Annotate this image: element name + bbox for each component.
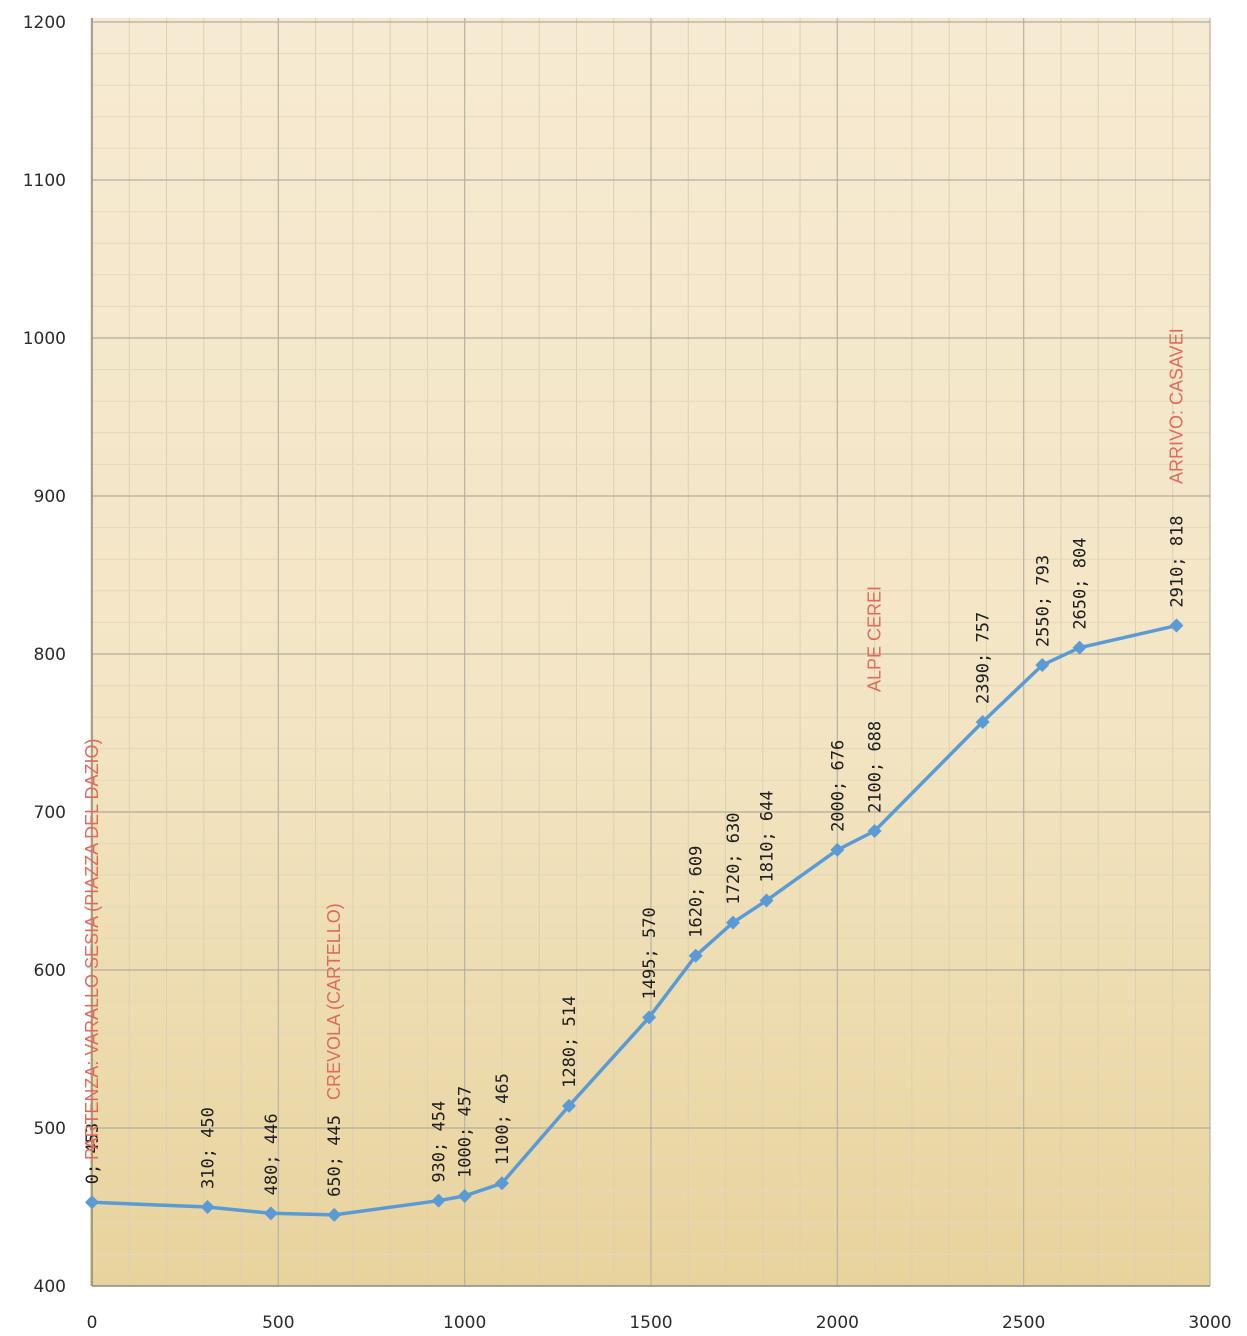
place-annotation: ALPE CEREI (865, 586, 885, 692)
data-label: 2390; 757 (974, 612, 994, 704)
place-annotation: ARRIVO: CASAVEI (1166, 328, 1186, 484)
x-tick-label: 2000 (816, 1313, 859, 1333)
data-label: 2550; 793 (1033, 555, 1053, 647)
data-label: 1720; 630 (724, 812, 744, 904)
x-tick-label: 1500 (629, 1313, 672, 1333)
y-tick-label: 600 (34, 961, 66, 981)
x-tick-label: 1000 (443, 1313, 486, 1333)
place-annotation: PARTENZA: VARALLO SESIA (PIAZZA DEL DAZI… (82, 739, 102, 1160)
x-axis-ticks: 0 500 1000 1500 2000 2500 3000 (87, 1313, 1232, 1333)
y-tick-label: 900 (34, 487, 66, 507)
y-tick-label: 400 (34, 1277, 66, 1297)
x-tick-label: 0 (87, 1313, 98, 1333)
data-label: 1000; 457 (456, 1086, 476, 1178)
data-label: 2000; 676 (828, 740, 848, 832)
y-tick-label: 1000 (23, 329, 66, 349)
data-label: 1810; 644 (758, 790, 778, 882)
y-tick-label: 800 (34, 645, 66, 665)
y-tick-label: 1100 (23, 171, 66, 191)
plot-area (90, 18, 1210, 1286)
data-label: 2650; 804 (1071, 538, 1091, 630)
data-label: 2100; 688 (866, 721, 886, 813)
x-tick-label: 500 (262, 1313, 294, 1333)
data-label: 1495; 570 (640, 907, 660, 999)
data-label: 650; 445 (325, 1115, 345, 1197)
y-tick-label: 700 (34, 803, 66, 823)
y-tick-label: 1200 (23, 13, 66, 33)
y-tick-label: 500 (34, 1119, 66, 1139)
place-annotation: CREVOLA (CARTELLO) (324, 903, 344, 1100)
x-tick-label: 3000 (1188, 1313, 1231, 1333)
data-label: 1620; 609 (687, 846, 707, 938)
data-label: 310; 450 (199, 1107, 219, 1189)
data-label: 1280; 514 (560, 996, 580, 1088)
data-label: 1100; 465 (493, 1073, 513, 1165)
data-label: 930; 454 (430, 1101, 450, 1183)
y-axis-ticks: 400 500 600 700 800 900 1000 1100 1200 (23, 13, 66, 1297)
data-label: 2910; 818 (1167, 515, 1187, 607)
data-label: 480; 446 (262, 1113, 282, 1195)
x-tick-label: 2500 (1002, 1313, 1045, 1333)
